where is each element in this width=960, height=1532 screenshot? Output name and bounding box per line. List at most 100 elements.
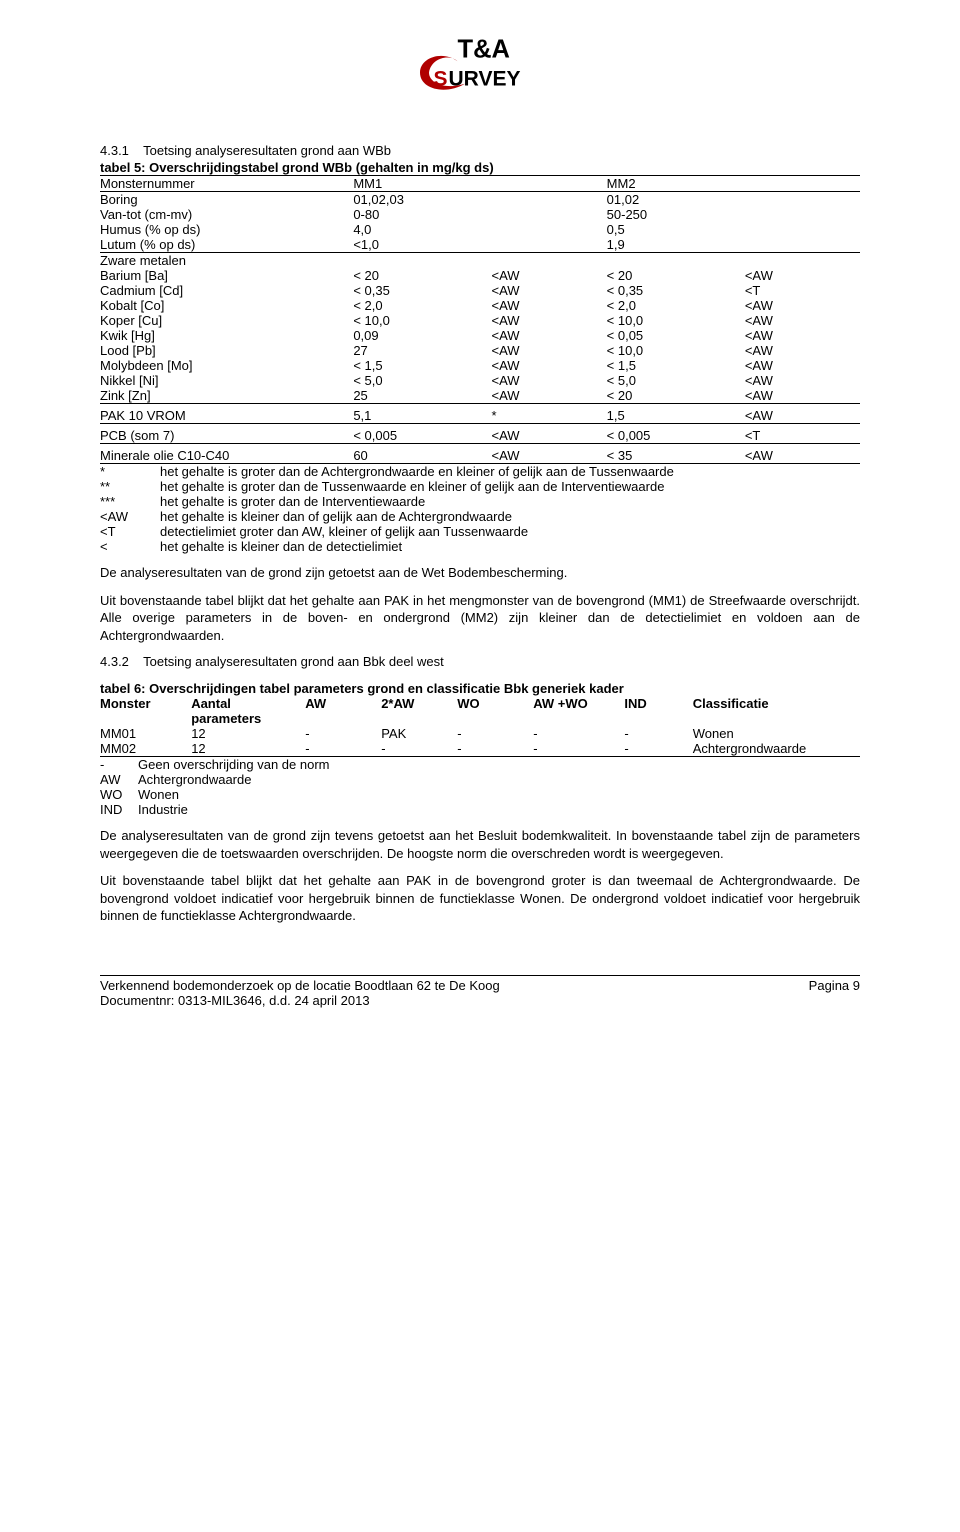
table-cell: <AW	[745, 388, 860, 404]
para-2: Uit bovenstaande tabel blijkt dat het ge…	[100, 592, 860, 645]
table-cell: < 20	[607, 268, 745, 283]
pak-v1: 5,1	[353, 408, 491, 424]
legend-text: het gehalte is kleiner dan of gelijk aan…	[160, 509, 860, 524]
legend-key: <	[100, 539, 160, 554]
legend-table5: *het gehalte is groter dan de Achtergron…	[100, 464, 860, 554]
legend-text: het gehalte is kleiner dan de detectieli…	[160, 539, 860, 554]
section-431-number: 4.3.1	[100, 143, 129, 158]
row-humus-v2: 0,5	[607, 222, 745, 237]
legend-row: <Tdetectielimiet groter dan AW, kleiner …	[100, 524, 860, 539]
table5-title: tabel 5: Overschrijdingstabel grond WBb …	[100, 160, 860, 175]
table-cell: < 2,0	[607, 298, 745, 313]
table-cell: 12	[191, 741, 305, 757]
footer-left: Verkennend bodemonderzoek op de locatie …	[100, 978, 500, 1008]
table-cell: <AW	[745, 343, 860, 358]
section-432-heading: 4.3.2 Toetsing analyseresultaten grond a…	[100, 654, 860, 669]
table-cell: <AW	[492, 298, 607, 313]
row-vantot-v1: 0-80	[353, 207, 491, 222]
pcb-c2: <T	[745, 428, 860, 444]
svg-text:S: S	[434, 67, 448, 90]
svg-text:URVEY: URVEY	[449, 67, 521, 90]
table-cell: <AW	[492, 313, 607, 328]
table-cell: Zink [Zn]	[100, 388, 353, 404]
table-cell: <AW	[745, 373, 860, 388]
table-cell: < 10,0	[607, 343, 745, 358]
row-boring-v2: 01,02	[607, 192, 745, 208]
legend-text: Geen overschrijding van de norm	[138, 757, 860, 772]
logo: T&A S URVEY	[100, 30, 860, 103]
legend-key: <T	[100, 524, 160, 539]
table-cell: 0,09	[353, 328, 491, 343]
table-cell: 25	[353, 388, 491, 404]
row-lutum-v2: 1,9	[607, 237, 745, 253]
olie-name: Minerale olie C10-C40	[100, 448, 353, 464]
legend-key: -	[100, 757, 138, 772]
table-cell: <AW	[492, 373, 607, 388]
legend-text: detectielimiet groter dan AW, kleiner of…	[160, 524, 860, 539]
table-cell: 27	[353, 343, 491, 358]
table-cell: Wonen	[693, 726, 860, 741]
logo-svg: T&A S URVEY	[405, 30, 555, 100]
table-cell: -	[457, 741, 533, 757]
table-cell: <AW	[745, 313, 860, 328]
table6-title: tabel 6: Overschrijdingen tabel paramete…	[100, 681, 860, 696]
table-cell: <AW	[492, 388, 607, 404]
row-boring-label: Boring	[100, 192, 353, 208]
table-cell: -	[533, 726, 624, 741]
row-humus-label: Humus (% op ds)	[100, 222, 353, 237]
pcb-v1: < 0,005	[353, 428, 491, 444]
table-cell: <AW	[745, 268, 860, 283]
legend-key: ***	[100, 494, 160, 509]
table-cell: -	[381, 741, 457, 757]
table-cell: <AW	[745, 358, 860, 373]
row-vantot-v2: 50-250	[607, 207, 745, 222]
legend-table6: -Geen overschrijding van de normAWAchter…	[100, 757, 860, 817]
table-cell: Kwik [Hg]	[100, 328, 353, 343]
olie-c1: <AW	[492, 448, 607, 464]
legend-key: <AW	[100, 509, 160, 524]
table-cell: -	[305, 726, 381, 741]
table-cell: Cadmium [Cd]	[100, 283, 353, 298]
table-header: IND	[624, 696, 692, 726]
table-header: AW +WO	[533, 696, 624, 726]
table-cell: < 0,05	[607, 328, 745, 343]
pak-c2: <AW	[745, 408, 860, 424]
section-432-number: 4.3.2	[100, 654, 129, 669]
legend-key: IND	[100, 802, 138, 817]
table-cell: < 10,0	[607, 313, 745, 328]
table-cell: < 20	[353, 268, 491, 283]
section-431-title: Toetsing analyseresultaten grond aan WBb	[143, 143, 391, 158]
footer: Verkennend bodemonderzoek op de locatie …	[100, 975, 860, 1008]
legend-row: WOWonen	[100, 787, 860, 802]
row-lutum-v1: <1,0	[353, 237, 491, 253]
table-cell: <AW	[492, 328, 607, 343]
para-4: Uit bovenstaande tabel blijkt dat het ge…	[100, 872, 860, 925]
table-cell: < 5,0	[607, 373, 745, 388]
footer-left2: Documentnr: 0313-MIL3646, d.d. 24 april …	[100, 993, 370, 1008]
legend-text: Wonen	[138, 787, 860, 802]
legend-row: ***het gehalte is groter dan de Interven…	[100, 494, 860, 509]
table-cell: < 0,35	[353, 283, 491, 298]
legend-row: AWAchtergrondwaarde	[100, 772, 860, 787]
table-cell: < 0,35	[607, 283, 745, 298]
table-cell: -	[305, 741, 381, 757]
legend-text: Achtergrondwaarde	[138, 772, 860, 787]
section-431-heading: 4.3.1 Toetsing analyseresultaten grond a…	[100, 143, 860, 158]
table-cell: -	[624, 741, 692, 757]
table-header: 2*AW	[381, 696, 457, 726]
table-cell: Achtergrondwaarde	[693, 741, 860, 757]
legend-row: -Geen overschrijding van de norm	[100, 757, 860, 772]
table-cell: <T	[745, 283, 860, 298]
row-boring-v1: 01,02,03	[353, 192, 491, 208]
legend-row: <AWhet gehalte is kleiner dan of gelijk …	[100, 509, 860, 524]
table-cell: MM01	[100, 726, 191, 741]
row-vantot-label: Van-tot (cm-mv)	[100, 207, 353, 222]
legend-row: <het gehalte is kleiner dan de detectiel…	[100, 539, 860, 554]
olie-v1: 60	[353, 448, 491, 464]
legend-row: *het gehalte is groter dan de Achtergron…	[100, 464, 860, 479]
table-cell: <AW	[745, 328, 860, 343]
table-header: Aantal parameters	[191, 696, 305, 726]
pcb-name: PCB (som 7)	[100, 428, 353, 444]
th-monsternummer: Monsternummer	[100, 176, 353, 192]
table-cell: -	[624, 726, 692, 741]
